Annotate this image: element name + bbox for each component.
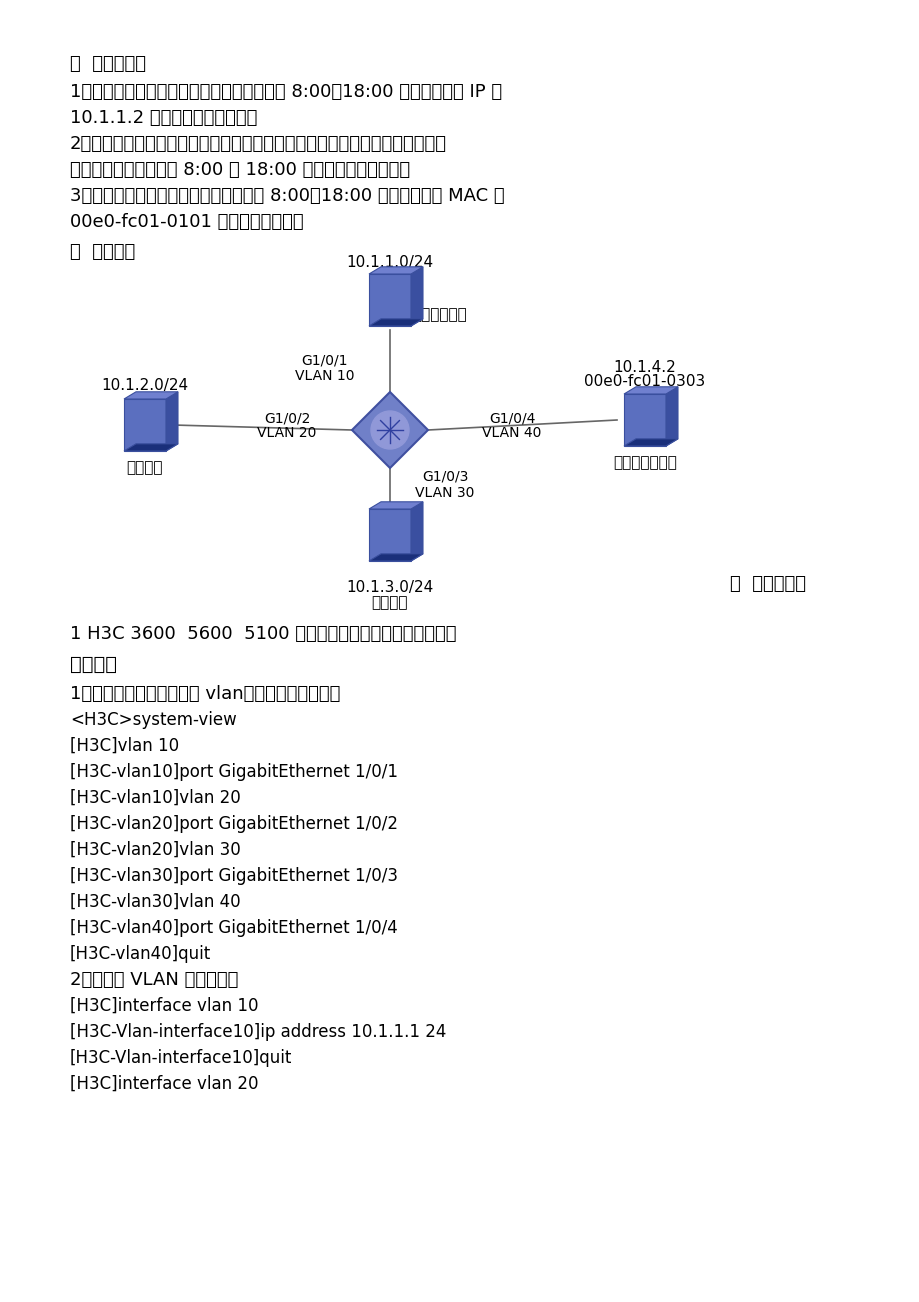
Polygon shape xyxy=(124,398,165,450)
Text: [H3C-vlan10]vlan 20: [H3C-vlan10]vlan 20 xyxy=(70,789,241,807)
Text: 1．根据组网图，创建四个 vlan，对应加入各个端口: 1．根据组网图，创建四个 vlan，对应加入各个端口 xyxy=(70,685,340,703)
Polygon shape xyxy=(369,319,423,326)
Text: VLAN 30: VLAN 30 xyxy=(414,486,474,500)
Text: VLAN 20: VLAN 20 xyxy=(257,426,316,440)
Text: 二  组网图：: 二 组网图： xyxy=(70,243,135,260)
Text: 10.1.2.0/24: 10.1.2.0/24 xyxy=(101,378,188,393)
Text: 三  配置步骤：: 三 配置步骤： xyxy=(729,575,805,592)
Text: [H3C-vlan40]quit: [H3C-vlan40]quit xyxy=(70,945,211,963)
Text: <H3C>system-view: <H3C>system-view xyxy=(70,711,236,729)
Polygon shape xyxy=(623,387,677,395)
Text: G1/0/3: G1/0/3 xyxy=(421,470,468,484)
Text: 工资查询服务器: 工资查询服务器 xyxy=(612,454,676,470)
Text: [H3C-Vlan-interface10]quit: [H3C-Vlan-interface10]quit xyxy=(70,1049,292,1068)
Text: [H3C]vlan 10: [H3C]vlan 10 xyxy=(70,737,179,755)
Polygon shape xyxy=(623,439,677,447)
Text: 管理部门: 管理部门 xyxy=(371,595,408,611)
Text: 共用配置: 共用配置 xyxy=(70,655,117,674)
Circle shape xyxy=(370,411,409,449)
Text: G1/0/2: G1/0/2 xyxy=(264,411,310,426)
Text: 00e0-fc01-0101 的报文进行过滤。: 00e0-fc01-0101 的报文进行过滤。 xyxy=(70,214,303,230)
Polygon shape xyxy=(411,267,423,326)
Polygon shape xyxy=(623,395,665,447)
Text: G1/0/1: G1/0/1 xyxy=(301,353,348,367)
Text: 制研发部门在上班时间 8:00 至 18:00 访问工资查询服务器；: 制研发部门在上班时间 8:00 至 18:00 访问工资查询服务器； xyxy=(70,161,410,178)
Text: 10.1.3.0/24: 10.1.3.0/24 xyxy=(346,579,433,595)
Text: 技术支援部门: 技术支援部门 xyxy=(412,307,466,323)
Polygon shape xyxy=(369,509,411,561)
Text: VLAN 40: VLAN 40 xyxy=(482,426,541,440)
Text: 10.1.1.0/24: 10.1.1.0/24 xyxy=(346,255,433,270)
Polygon shape xyxy=(124,392,177,398)
Text: 研发部门: 研发部门 xyxy=(127,460,163,475)
Text: 1 H3C 3600  5600  5100 系列交换机典型访问控制列表配置: 1 H3C 3600 5600 5100 系列交换机典型访问控制列表配置 xyxy=(70,625,456,643)
Text: 2．配置各 VLAN 虚接口地址: 2．配置各 VLAN 虚接口地址 xyxy=(70,971,238,990)
Text: [H3C-vlan20]port GigabitEthernet 1/0/2: [H3C-vlan20]port GigabitEthernet 1/0/2 xyxy=(70,815,398,833)
Text: 00e0-fc01-0303: 00e0-fc01-0303 xyxy=(584,374,705,389)
Text: 3．通过二层访问控制列表，实现在每天 8:00～18:00 时间段内对源 MAC 为: 3．通过二层访问控制列表，实现在每天 8:00～18:00 时间段内对源 MAC… xyxy=(70,187,505,204)
Polygon shape xyxy=(124,444,177,450)
Polygon shape xyxy=(165,392,177,450)
Text: 1．通过配置基本访问控制列表，实现在每天 8:00～18:00 时间段内对源 IP 为: 1．通过配置基本访问控制列表，实现在每天 8:00～18:00 时间段内对源 I… xyxy=(70,83,502,102)
Text: [H3C-vlan30]vlan 40: [H3C-vlan30]vlan 40 xyxy=(70,893,241,911)
Polygon shape xyxy=(369,267,423,273)
Text: [H3C-vlan30]port GigabitEthernet 1/0/3: [H3C-vlan30]port GigabitEthernet 1/0/3 xyxy=(70,867,398,885)
Text: 一  组网需求：: 一 组网需求： xyxy=(70,55,146,73)
Polygon shape xyxy=(352,392,427,467)
Text: 2．要求配置高级访问控制列表，禁止研发部门与技术支援部门之间互访，并限: 2．要求配置高级访问控制列表，禁止研发部门与技术支援部门之间互访，并限 xyxy=(70,135,447,154)
Polygon shape xyxy=(411,501,423,561)
Text: VLAN 10: VLAN 10 xyxy=(295,368,355,383)
Polygon shape xyxy=(369,553,423,561)
Text: [H3C-vlan20]vlan 30: [H3C-vlan20]vlan 30 xyxy=(70,841,241,859)
Text: [H3C-vlan40]port GigabitEthernet 1/0/4: [H3C-vlan40]port GigabitEthernet 1/0/4 xyxy=(70,919,397,937)
Text: 10.1.1.2 主机发出报文的过滤；: 10.1.1.2 主机发出报文的过滤； xyxy=(70,109,257,128)
Polygon shape xyxy=(369,501,423,509)
Polygon shape xyxy=(369,273,411,326)
Text: G1/0/4: G1/0/4 xyxy=(488,411,535,426)
Polygon shape xyxy=(665,387,677,447)
Text: [H3C-vlan10]port GigabitEthernet 1/0/1: [H3C-vlan10]port GigabitEthernet 1/0/1 xyxy=(70,763,398,781)
Text: [H3C]interface vlan 20: [H3C]interface vlan 20 xyxy=(70,1075,258,1092)
Text: [H3C]interface vlan 10: [H3C]interface vlan 10 xyxy=(70,997,258,1016)
Text: 10.1.4.2: 10.1.4.2 xyxy=(613,359,675,375)
Text: [H3C-Vlan-interface10]ip address 10.1.1.1 24: [H3C-Vlan-interface10]ip address 10.1.1.… xyxy=(70,1023,446,1042)
